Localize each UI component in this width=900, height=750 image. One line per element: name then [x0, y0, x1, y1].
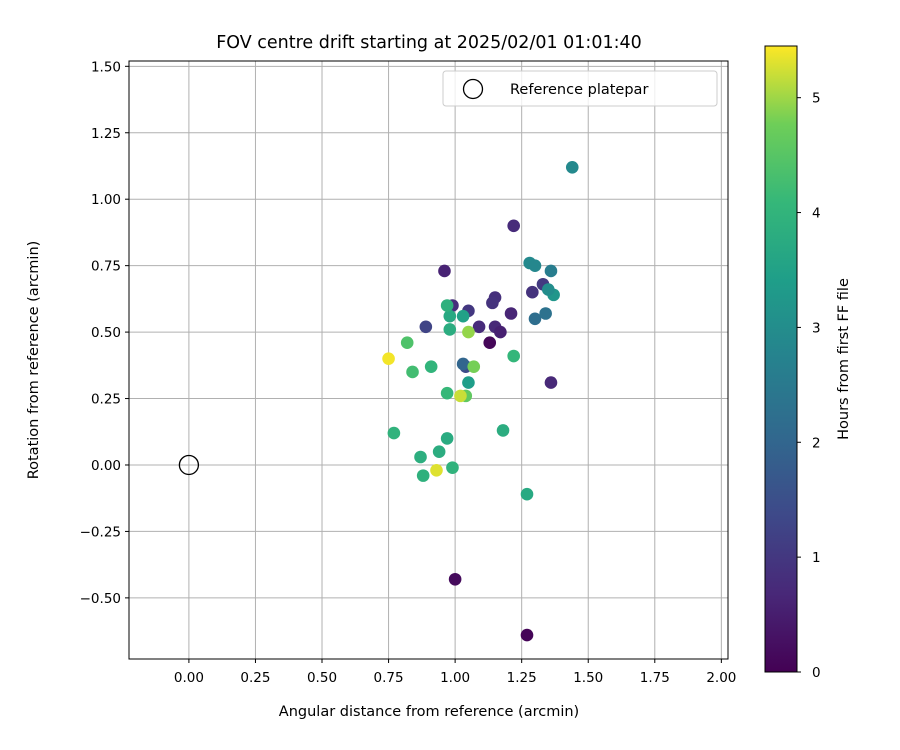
- data-point: [440, 299, 454, 312]
- x-tick-label: 1.00: [440, 670, 470, 686]
- colorbar-ticks: 0 1 2 3 4 5: [797, 91, 821, 681]
- x-axis-label: Angular distance from reference (arcmin): [279, 704, 579, 720]
- plot-frame: [128, 60, 729, 660]
- y-tick-label: 0.75: [91, 259, 121, 275]
- colorbar-tick-label: 1: [812, 550, 821, 566]
- y-axis: −0.50 −0.25 0.00 0.25 0.50 0.75 1.00 1.25 1.50: [80, 59, 129, 607]
- data-point: [494, 325, 507, 339]
- colorbar-tick-label: 0: [812, 665, 821, 681]
- data-point: [440, 432, 454, 445]
- reference-marker: [178, 454, 200, 476]
- data-point: [507, 349, 520, 363]
- colorbar-tick-label: 3: [812, 320, 821, 336]
- colorbar-gradient: [764, 45, 798, 673]
- x-tick-label: 0.25: [240, 670, 270, 686]
- data-point: [456, 309, 470, 323]
- x-tick-label: 0.75: [374, 670, 404, 686]
- x-tick-label: 1.75: [640, 670, 670, 686]
- colorbar-tick-label: 5: [812, 91, 821, 107]
- y-tick-label: −0.50: [80, 591, 121, 607]
- data-point: [406, 365, 419, 379]
- colorbar-label: Hours from first FF file: [836, 278, 852, 440]
- data-point: [507, 219, 520, 233]
- data-point: [496, 424, 510, 437]
- y-tick-label: 0.00: [91, 458, 121, 474]
- data-point: [448, 572, 462, 586]
- data-point: [387, 426, 401, 440]
- colorbar-tick-label: 2: [812, 435, 821, 451]
- data-point: [539, 307, 552, 320]
- data-point: [467, 360, 481, 373]
- data-points: [382, 161, 579, 642]
- data-point: [454, 389, 467, 403]
- colorbar-tick-label: 4: [812, 206, 821, 222]
- y-tick-label: 1.00: [91, 192, 121, 208]
- y-tick-label: 1.25: [91, 126, 121, 142]
- data-point: [443, 309, 457, 323]
- chart-title: FOV centre drift starting at 2025/02/01 …: [216, 33, 642, 53]
- data-point: [424, 360, 438, 373]
- data-point: [440, 386, 454, 400]
- data-point: [544, 264, 558, 278]
- data-point: [526, 285, 539, 299]
- data-point: [456, 357, 470, 371]
- data-point: [542, 283, 555, 296]
- x-axis: 0.00 0.25 0.50 0.75 1.00 1.25 1.50 1.75 2.00: [174, 659, 736, 686]
- legend-marker: [462, 78, 484, 100]
- data-point: [419, 320, 433, 334]
- data-point: [520, 628, 534, 642]
- data-point: [416, 469, 430, 482]
- data-point: [486, 296, 499, 310]
- x-tick-label: 0.00: [174, 670, 204, 686]
- data-point: [400, 336, 414, 350]
- legend-label: Reference platepar: [510, 82, 648, 98]
- data-point: [462, 325, 475, 339]
- legend-box: [442, 70, 718, 107]
- data-point: [472, 320, 486, 334]
- data-point: [430, 463, 443, 477]
- y-tick-label: 0.50: [91, 325, 121, 341]
- data-point: [504, 307, 518, 320]
- data-point: [565, 161, 579, 174]
- data-point: [382, 352, 395, 365]
- data-point: [544, 376, 558, 389]
- y-tick-label: 0.25: [91, 392, 121, 408]
- data-point: [462, 376, 475, 389]
- data-point: [438, 264, 451, 278]
- y-tick-label: −0.25: [80, 524, 121, 540]
- y-tick-label: 1.50: [91, 59, 121, 75]
- y-axis-label: Rotation from reference (arcmin): [26, 241, 42, 480]
- data-point: [528, 312, 542, 326]
- data-point: [443, 323, 457, 336]
- data-point: [483, 336, 497, 350]
- colorbar: 0 1 2 3 4 5 Hours from first FF file: [764, 45, 852, 681]
- data-point: [528, 259, 542, 272]
- data-point: [414, 450, 427, 464]
- legend: Reference platepar: [442, 70, 718, 107]
- data-point: [432, 445, 446, 458]
- x-tick-label: 1.25: [507, 670, 537, 686]
- x-tick-label: 0.50: [307, 670, 337, 686]
- data-point: [520, 487, 534, 501]
- x-tick-label: 2.00: [706, 670, 736, 686]
- data-point: [446, 461, 459, 474]
- x-tick-label: 1.50: [573, 670, 603, 686]
- reference-marker-group: [178, 454, 200, 476]
